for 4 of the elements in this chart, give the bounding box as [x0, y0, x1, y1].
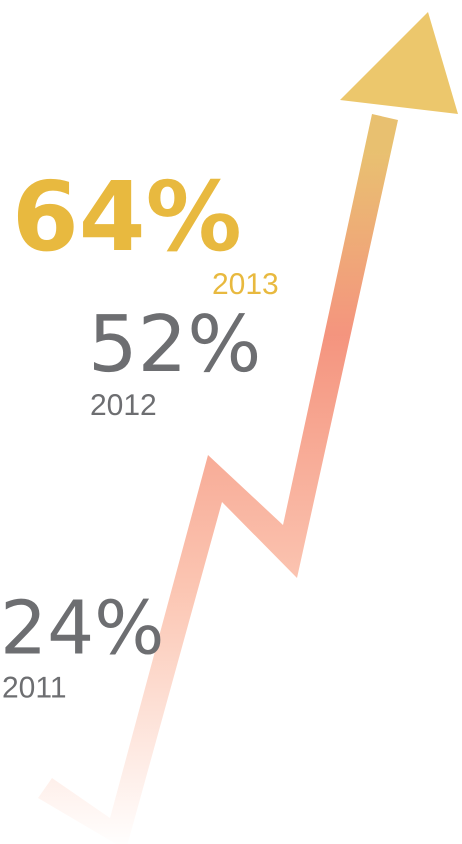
data-label: 24%: [0, 586, 164, 672]
category-label: 2012: [90, 389, 157, 422]
category-label: 2011: [2, 672, 67, 705]
data-label: 52%: [88, 300, 262, 390]
